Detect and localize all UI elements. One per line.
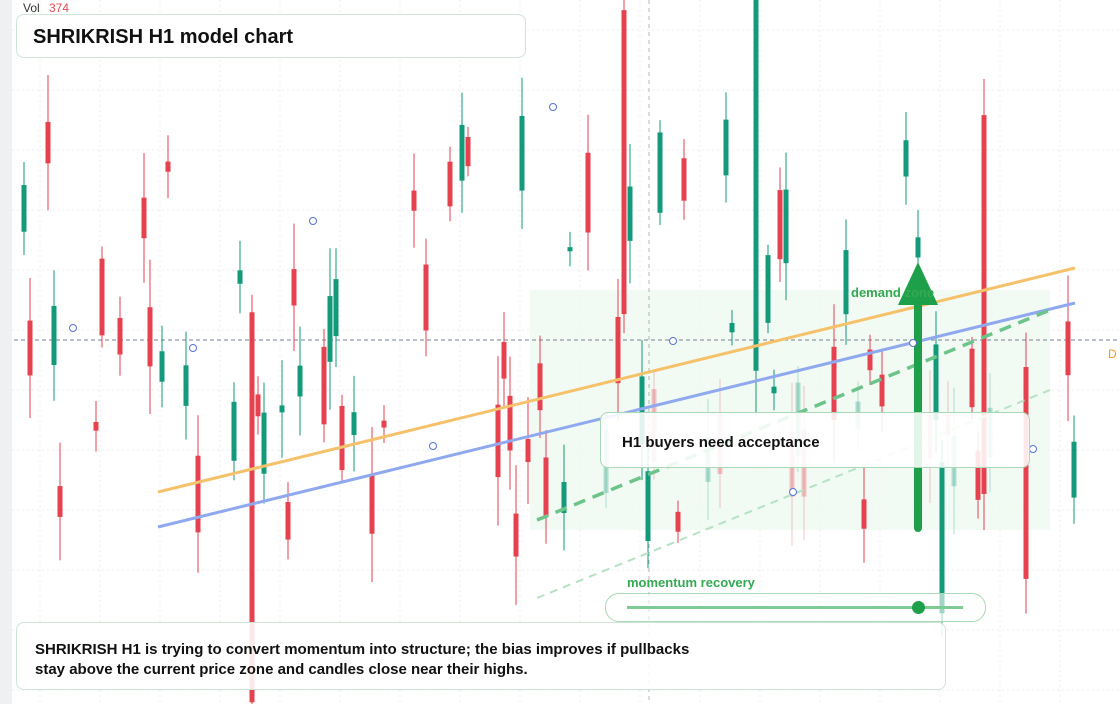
candle-body [255, 394, 261, 417]
candle-body [501, 342, 507, 379]
candle-body [99, 258, 105, 336]
candle-body [447, 161, 453, 207]
candle-body [975, 450, 981, 500]
note-box: SHRIKRISH H1 is trying to convert moment… [16, 622, 946, 690]
candle-body [183, 365, 189, 406]
candles [21, 0, 1077, 704]
candle-body [369, 475, 375, 534]
slider-knob[interactable] [912, 601, 925, 614]
candle-body [459, 124, 465, 181]
candle-body [561, 481, 567, 514]
slider-track [627, 606, 963, 609]
candle-body [543, 457, 549, 517]
candle-body [261, 412, 267, 474]
candle-body [933, 344, 939, 420]
candle-body [681, 158, 687, 201]
note-line: stay above the current price zone and ca… [35, 661, 528, 678]
candle-body [291, 269, 297, 306]
candle-body [903, 140, 909, 177]
candle-body [615, 316, 621, 384]
zone-label: demand zone [851, 285, 934, 300]
candle-body [777, 190, 783, 260]
candle-body [861, 499, 867, 529]
candle-body [831, 346, 837, 421]
candle-body [333, 279, 339, 337]
candle-body [879, 374, 885, 407]
candle-body [1065, 321, 1071, 376]
candle-body [723, 119, 729, 176]
markers [69, 103, 1037, 496]
candle-body [93, 421, 99, 431]
slider-box [605, 593, 986, 622]
trend-line-orange [157, 266, 1076, 494]
candle-body [1023, 367, 1029, 579]
up-arrow-head [898, 262, 938, 305]
candle-body [27, 320, 33, 376]
candle-body [969, 348, 975, 408]
candle-body [147, 307, 153, 367]
candle-body [327, 296, 333, 362]
candle-body [627, 186, 633, 241]
candle-body [339, 405, 345, 471]
candle-body [45, 121, 51, 164]
candle-body [249, 312, 255, 703]
candle-body [507, 395, 513, 451]
candle-body [939, 462, 945, 614]
candle-body [783, 189, 789, 264]
dashed-green-line [536, 308, 1051, 522]
candle-body [411, 190, 417, 211]
candle-body [621, 10, 627, 315]
edge-marker: D [1108, 347, 1117, 361]
candle-body [285, 502, 291, 540]
title-box: SHRIKRISH H1 model chart [16, 14, 526, 58]
candle-body [57, 486, 63, 517]
candle-body [765, 255, 771, 323]
volume-value: 374 [49, 1, 69, 15]
candle-body [513, 513, 519, 557]
candle-body [645, 471, 651, 542]
candle-body [297, 365, 303, 397]
candle-body [195, 455, 201, 533]
candle-body [237, 270, 243, 284]
candle-body [525, 439, 531, 463]
candle-body [1071, 441, 1077, 498]
candle-body [51, 305, 57, 366]
candle-body [21, 185, 27, 232]
callout: H1 buyers need acceptance [622, 434, 820, 451]
note-line: SHRIKRISH H1 is trying to convert moment… [35, 641, 690, 658]
title: SHRIKRISH H1 model chart [33, 26, 294, 48]
candle-body [675, 511, 681, 532]
candle-body [159, 351, 165, 382]
candle-body [423, 264, 429, 331]
left-edge [0, 0, 12, 704]
candle-body [753, 0, 759, 371]
candle-body [381, 420, 387, 428]
candle-body [867, 349, 873, 371]
candle-body [495, 404, 501, 478]
candle-body [165, 161, 171, 172]
candle-body [537, 363, 543, 411]
candle-body [231, 401, 237, 461]
candle-body [567, 247, 573, 252]
candle-body [771, 386, 777, 394]
callout-box: H1 buyers need acceptance [600, 412, 1030, 468]
candle-body [279, 405, 285, 413]
candle-body [141, 197, 147, 239]
candle-body [321, 346, 327, 425]
candle-body [585, 152, 591, 233]
candle-body [117, 318, 123, 355]
candle-body [843, 250, 849, 315]
candle-body [915, 237, 921, 258]
candle-body [465, 137, 471, 167]
volume-label: Vol [23, 1, 40, 15]
candle-body [981, 115, 987, 494]
candle-body [519, 115, 525, 191]
slider-label: momentum recovery [627, 575, 756, 590]
note: SHRIKRISH H1 is trying to convert moment… [35, 640, 689, 680]
candle-body [657, 132, 663, 213]
candle-body [351, 412, 357, 436]
candle-body [729, 323, 735, 333]
